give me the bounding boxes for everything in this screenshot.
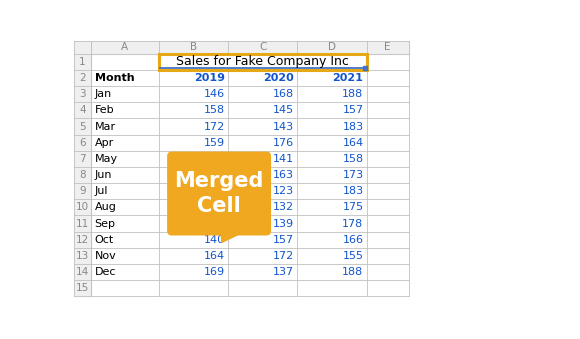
Text: Dec: Dec bbox=[95, 267, 116, 277]
Text: 143: 143 bbox=[273, 122, 294, 132]
Text: B: B bbox=[190, 42, 197, 52]
Text: 11: 11 bbox=[76, 219, 89, 228]
Text: 183: 183 bbox=[342, 186, 364, 196]
Text: 1: 1 bbox=[79, 57, 86, 67]
Text: 15: 15 bbox=[76, 283, 89, 293]
Text: 132: 132 bbox=[273, 202, 294, 213]
Text: 188: 188 bbox=[342, 89, 364, 99]
Bar bbox=[74, 118, 91, 135]
Text: 176: 176 bbox=[273, 138, 294, 148]
Text: 158: 158 bbox=[342, 154, 364, 164]
Text: Merged
Cell: Merged Cell bbox=[175, 171, 264, 216]
Text: 146: 146 bbox=[204, 89, 225, 99]
Bar bbox=[74, 54, 91, 70]
Text: E: E bbox=[385, 42, 391, 52]
Text: 166: 166 bbox=[342, 235, 364, 245]
Text: Feb: Feb bbox=[95, 105, 114, 115]
Text: Apr: Apr bbox=[95, 138, 114, 148]
Bar bbox=[74, 41, 409, 54]
Text: 172: 172 bbox=[204, 122, 225, 132]
Text: 183: 183 bbox=[342, 122, 364, 132]
Bar bbox=[362, 66, 367, 70]
Text: 3: 3 bbox=[79, 89, 86, 99]
Text: 10: 10 bbox=[76, 202, 89, 213]
Text: Sales for Fake Company Inc: Sales for Fake Company Inc bbox=[176, 55, 349, 68]
Text: 13: 13 bbox=[76, 251, 89, 261]
Text: 123: 123 bbox=[273, 186, 294, 196]
Text: 141: 141 bbox=[273, 154, 294, 164]
Bar bbox=[159, 54, 367, 70]
Text: 139: 139 bbox=[273, 219, 294, 228]
Bar bbox=[159, 54, 367, 70]
Text: Sep: Sep bbox=[95, 219, 116, 228]
Text: 140: 140 bbox=[204, 235, 225, 245]
Text: 147: 147 bbox=[204, 202, 225, 213]
Text: Mar: Mar bbox=[95, 122, 116, 132]
Bar bbox=[74, 199, 91, 216]
Text: 137: 137 bbox=[273, 267, 294, 277]
Text: 163: 163 bbox=[273, 170, 294, 180]
Text: 164: 164 bbox=[342, 138, 364, 148]
Text: 168: 168 bbox=[273, 89, 294, 99]
Text: 158: 158 bbox=[204, 105, 225, 115]
Text: D: D bbox=[328, 42, 336, 52]
Polygon shape bbox=[221, 231, 245, 242]
Text: Oct: Oct bbox=[95, 235, 114, 245]
Text: 12: 12 bbox=[76, 235, 89, 245]
Text: 159: 159 bbox=[204, 138, 225, 148]
Text: 157: 157 bbox=[342, 105, 364, 115]
Text: Month: Month bbox=[95, 73, 135, 83]
Text: 2021: 2021 bbox=[332, 73, 364, 83]
Text: 5: 5 bbox=[79, 122, 86, 132]
Text: 14: 14 bbox=[76, 267, 89, 277]
Text: 9: 9 bbox=[79, 186, 86, 196]
Text: 148: 148 bbox=[204, 186, 225, 196]
Text: 137: 137 bbox=[204, 170, 225, 180]
Bar bbox=[74, 232, 91, 248]
Text: 7: 7 bbox=[79, 154, 86, 164]
Bar bbox=[74, 264, 91, 280]
Text: Aug: Aug bbox=[95, 202, 117, 213]
Text: May: May bbox=[95, 154, 118, 164]
Text: 2019: 2019 bbox=[194, 73, 225, 83]
Text: C: C bbox=[259, 42, 266, 52]
Text: 169: 169 bbox=[204, 267, 225, 277]
FancyBboxPatch shape bbox=[167, 152, 271, 236]
Text: A: A bbox=[121, 42, 128, 52]
Bar bbox=[74, 102, 91, 118]
Bar bbox=[74, 135, 91, 151]
Bar bbox=[74, 70, 91, 86]
Text: 175: 175 bbox=[342, 202, 364, 213]
Text: 2: 2 bbox=[79, 73, 86, 83]
Bar bbox=[74, 167, 91, 183]
Bar bbox=[74, 216, 91, 232]
Text: Jan: Jan bbox=[95, 89, 112, 99]
Text: 178: 178 bbox=[342, 219, 364, 228]
Text: Jul: Jul bbox=[95, 186, 108, 196]
Text: 145: 145 bbox=[273, 105, 294, 115]
Text: Nov: Nov bbox=[95, 251, 117, 261]
Text: Jun: Jun bbox=[95, 170, 113, 180]
Text: 2020: 2020 bbox=[263, 73, 294, 83]
Bar bbox=[74, 86, 91, 102]
Text: 6: 6 bbox=[79, 138, 86, 148]
Text: 4: 4 bbox=[79, 105, 86, 115]
Text: 164: 164 bbox=[204, 251, 225, 261]
Text: 8: 8 bbox=[79, 170, 86, 180]
Bar bbox=[74, 151, 91, 167]
Bar bbox=[74, 280, 91, 296]
Text: 173: 173 bbox=[342, 170, 364, 180]
Text: 172: 172 bbox=[273, 251, 294, 261]
Text: 149: 149 bbox=[204, 219, 225, 228]
Bar bbox=[74, 248, 91, 264]
Text: 155: 155 bbox=[342, 251, 364, 261]
Text: 144: 144 bbox=[204, 154, 225, 164]
Text: 157: 157 bbox=[273, 235, 294, 245]
Bar bbox=[74, 183, 91, 199]
Text: 188: 188 bbox=[342, 267, 364, 277]
